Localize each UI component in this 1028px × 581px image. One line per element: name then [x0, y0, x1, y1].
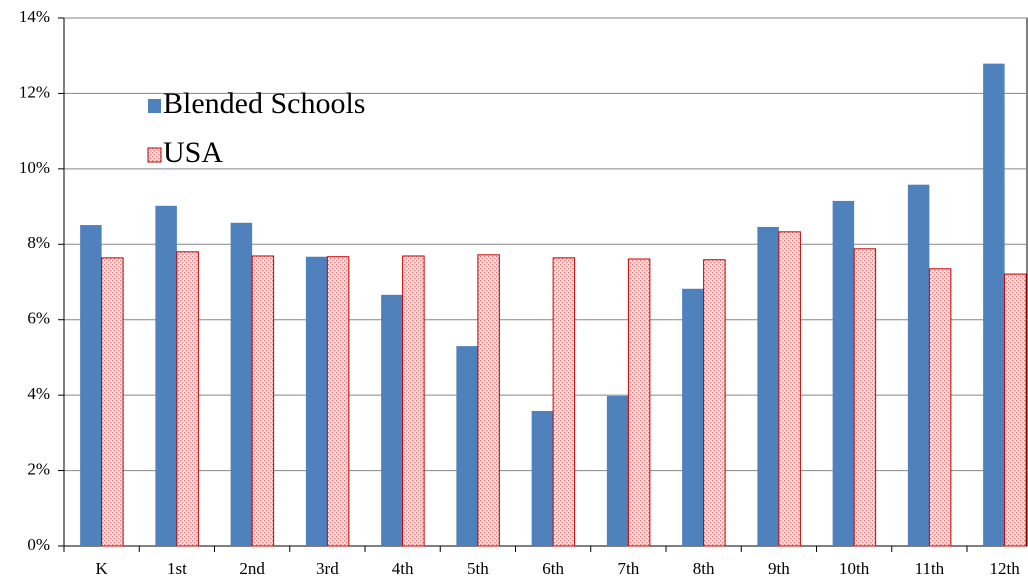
x-tick-label: 1st [167, 559, 187, 578]
bar [251, 255, 275, 547]
bar [703, 259, 726, 547]
x-tick-label: 11th [915, 559, 945, 578]
x-tick-label: 3rd [316, 559, 339, 578]
bar [1004, 273, 1027, 547]
x-tick-label: 8th [693, 559, 715, 578]
bar [928, 268, 952, 547]
bar [682, 288, 704, 546]
x-tick-label: 7th [618, 559, 640, 578]
bar [456, 346, 478, 546]
x-tick-label: 10th [839, 559, 870, 578]
bar [176, 251, 199, 547]
y-tick-label: 6% [27, 309, 50, 328]
x-tick-label: 2nd [239, 559, 265, 578]
bar [305, 256, 328, 546]
bar [907, 184, 930, 546]
bar [477, 254, 500, 547]
bar [80, 225, 102, 546]
bar [757, 226, 779, 547]
bar [101, 257, 124, 547]
y-tick-label: 8% [27, 233, 50, 252]
bar [832, 200, 855, 546]
bar [531, 410, 554, 546]
bar [155, 205, 177, 546]
bar [402, 255, 425, 547]
bar [326, 256, 350, 547]
y-tick-label: 2% [27, 459, 50, 478]
legend-label: Blended Schools [163, 87, 366, 120]
bar [778, 231, 801, 547]
x-tick-label: 9th [768, 559, 790, 578]
legend-swatch [147, 147, 162, 163]
legend-swatch [148, 99, 161, 113]
y-tick-label: 0% [27, 535, 50, 554]
bar [552, 257, 576, 547]
x-tick-label: 6th [542, 559, 564, 578]
y-tick-label: 14% [19, 7, 50, 26]
bar [627, 258, 651, 547]
y-tick-label: 12% [19, 82, 50, 101]
bar [606, 395, 629, 546]
bar [381, 294, 403, 546]
bar [983, 63, 1005, 547]
x-tick-label: K [95, 559, 108, 578]
bar [853, 248, 877, 547]
y-tick-label: 4% [27, 384, 50, 403]
bar [230, 222, 253, 546]
y-tick-label: 10% [19, 158, 50, 177]
legend-label: USA [163, 136, 223, 169]
x-tick-label: 4th [392, 559, 414, 578]
x-tick-label: 5th [467, 559, 489, 578]
x-tick-label: 12th [990, 559, 1021, 578]
